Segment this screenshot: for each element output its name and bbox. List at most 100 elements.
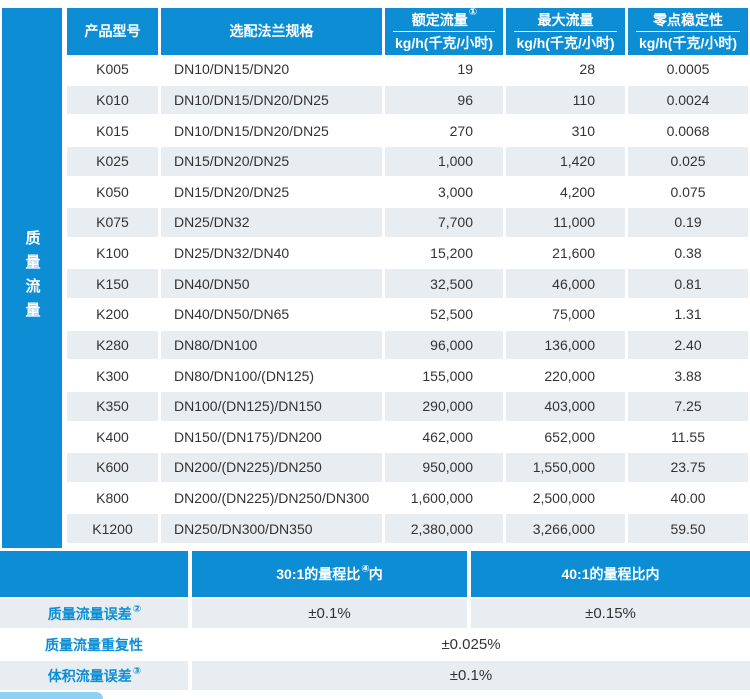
table-row: K150 DN40/DN50 32,500 46,000 0.81: [67, 269, 748, 300]
cell-zero-stability: 11.55: [671, 428, 705, 445]
header-zero-stability: 零点稳定性 kg/h(千克/小时): [628, 8, 748, 55]
cell-rated-flow: 7,700: [385, 208, 503, 237]
cell-model: K200: [96, 306, 129, 323]
cell-max-flow: 3,266,000: [506, 514, 625, 543]
header-rated-flow: 额定流量① kg/h(千克/小时): [385, 8, 503, 55]
table-row: K050 DN15/DN20/DN25 3,000 4,200 0.075: [67, 178, 748, 209]
accuracy-section: 30:1的量程比 ④ 内 40:1的量程比内 质量流量误差 ② ±0.1% ±0.15…: [0, 551, 750, 692]
cell-max-flow: 1,550,000: [506, 453, 625, 482]
header-flange: 选配法兰规格: [161, 8, 382, 55]
cell-rated-flow: 32,500: [385, 269, 503, 298]
sidebar-mass-flow: 质量流量: [2, 8, 62, 548]
cell-zero-stability: 0.025: [628, 146, 748, 176]
cell-max-flow: 110: [506, 85, 625, 115]
cell-zero-stability: 59.50: [628, 514, 748, 543]
cell-flange-spec: DN40/DN50/DN65: [174, 306, 290, 323]
cell-max-flow: 21,600: [552, 245, 595, 262]
spec-table-body: K005 DN10/DN15/DN20 19 28 0.0005 K010 DN…: [67, 55, 748, 545]
cell-flange-spec: DN15/DN20/DN25: [174, 183, 290, 200]
cell-max-flow: 310: [571, 122, 595, 139]
cell-model: K005: [96, 61, 129, 78]
cell-zero-stability: 0.0024: [628, 85, 748, 115]
cell-model: K075: [67, 208, 158, 237]
cell-flange-spec: DN25/DN32: [161, 208, 382, 237]
table-row: K400 DN150/(DN175)/DN200 462,000 652,000…: [67, 423, 748, 454]
cell-rated-flow: 15,200: [430, 245, 473, 262]
cell-flange-spec: DN100/(DN125)/DN150: [161, 391, 382, 421]
cell-rated-flow: 290,000: [385, 391, 503, 421]
cell-rated-flow: 2,380,000: [385, 514, 503, 543]
footnote-1-marker: ①: [468, 7, 478, 19]
table-row: K600 DN200/(DN225)/DN250 950,000 1,550,0…: [67, 453, 748, 484]
cell-flange-spec: DN250/DN300/DN350: [161, 514, 382, 543]
cell-rated-flow: 462,000: [422, 428, 473, 445]
cell-rated-flow: 96: [385, 85, 503, 115]
cell-zero-stability: 40.00: [670, 490, 706, 507]
cell-zero-stability: 3.88: [674, 367, 702, 384]
cell-rated-flow: 270: [449, 122, 473, 139]
cell-max-flow: 2,500,000: [532, 490, 595, 507]
cell-model: K050: [96, 183, 129, 200]
accuracy-header: 30:1的量程比 ④ 内 40:1的量程比内: [0, 551, 750, 597]
table-row: K1200 DN250/DN300/DN350 2,380,000 3,266,…: [67, 514, 748, 545]
table-row: K280 DN80/DN100 96,000 136,000 2.40: [67, 330, 748, 362]
cell-model: K600: [67, 453, 158, 482]
cell-model: K800: [96, 490, 129, 507]
row-volume-flow-error: 体积流量误差 ③ ±0.1%: [0, 661, 750, 690]
header-max-flow: 最大流量 kg/h(千克/小时): [506, 8, 625, 55]
accuracy-header-spacer: [0, 551, 188, 597]
cell-flange-spec: DN150/(DN175)/DN200: [174, 428, 322, 445]
header-max-flow-title: 最大流量: [514, 12, 617, 32]
cell-model: K010: [67, 85, 158, 115]
volume-flow-error-value: ±0.1%: [192, 661, 750, 690]
cell-model: K025: [67, 146, 158, 176]
cell-rated-flow: 19: [457, 61, 473, 78]
decorative-swoosh: [0, 692, 103, 699]
table-row: K010 DN10/DN15/DN20/DN25 96 110 0.0024: [67, 85, 748, 117]
cell-max-flow: 652,000: [544, 428, 595, 445]
cell-rated-flow: 155,000: [422, 367, 473, 384]
cell-zero-stability: 23.75: [628, 453, 748, 482]
accuracy-header-turndown-40: 40:1的量程比内: [471, 551, 750, 597]
cell-rated-flow: 1,000: [385, 146, 503, 176]
cell-max-flow: 4,200: [559, 183, 595, 200]
table-row: K025 DN15/DN20/DN25 1,000 1,420 0.025: [67, 146, 748, 178]
volume-flow-error-label: 体积流量误差 ③: [0, 661, 188, 690]
cell-model: K280: [67, 330, 158, 360]
cell-flange-spec: DN25/DN32/DN40: [174, 245, 290, 262]
cell-zero-stability: 0.81: [628, 269, 748, 298]
cell-rated-flow: 52,500: [430, 306, 473, 323]
cell-model: K015: [96, 122, 129, 139]
table-row: K015 DN10/DN15/DN20/DN25 270 310 0.0068: [67, 116, 748, 147]
cell-zero-stability: 0.19: [628, 208, 748, 237]
table-row: K300 DN80/DN100/(DN125) 155,000 220,000 …: [67, 361, 748, 392]
cell-rated-flow: 96,000: [385, 330, 503, 360]
cell-model: K400: [96, 428, 129, 445]
table-row: K100 DN25/DN32/DN40 15,200 21,600 0.38: [67, 239, 748, 270]
cell-zero-stability: 7.25: [628, 391, 748, 421]
cell-max-flow: 220,000: [544, 367, 595, 384]
header-flange-label: 选配法兰规格: [229, 23, 314, 40]
header-zero-stability-title: 零点稳定性: [636, 12, 740, 32]
cell-zero-stability: 0.0005: [666, 61, 710, 78]
cell-model: K150: [67, 269, 158, 298]
cell-flange-spec: DN15/DN20/DN25: [161, 146, 382, 176]
header-rated-flow-unit: kg/h(千克/小时): [395, 35, 493, 51]
row-mass-flow-error: 质量流量误差 ② ±0.1% ±0.15%: [0, 599, 750, 628]
row-mass-flow-repeatability: 质量流量重复性 ±0.025%: [0, 630, 750, 659]
mass-flow-error-label: 质量流量误差 ②: [0, 599, 188, 628]
sidebar-label: 质量流量: [23, 230, 41, 326]
cell-flange-spec: DN80/DN100/(DN125): [174, 367, 315, 384]
cell-max-flow: 28: [579, 61, 595, 78]
cell-flange-spec: DN40/DN50: [161, 269, 382, 298]
mass-flow-repeatability-label: 质量流量重复性: [45, 636, 143, 653]
table-row: K200 DN40/DN50/DN65 52,500 75,000 1.31: [67, 300, 748, 331]
cell-max-flow: 1,420: [506, 146, 625, 176]
spec-table: 产品型号 选配法兰规格 额定流量① kg/h(千克/小时) 最大流量 kg/h(…: [67, 8, 748, 545]
cell-flange-spec: DN200/(DN225)/DN250/DN300: [174, 490, 370, 507]
cell-model: K1200: [67, 514, 158, 543]
cell-flange-spec: DN10/DN15/DN20/DN25: [161, 85, 382, 115]
table-row: K800 DN200/(DN225)/DN250/DN300 1,600,000…: [67, 484, 748, 515]
cell-zero-stability: 1.31: [674, 306, 702, 323]
